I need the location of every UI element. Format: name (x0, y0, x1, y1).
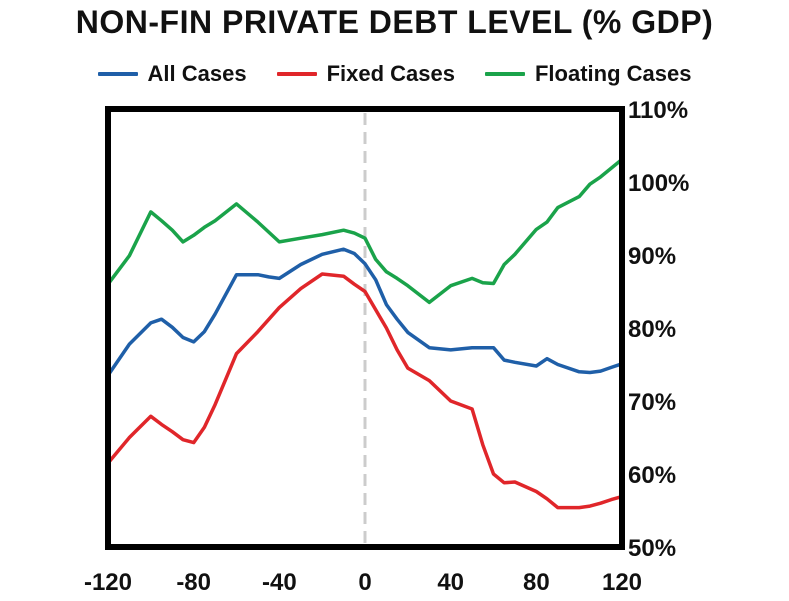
y-tick-label: 100% (628, 170, 689, 197)
x-tick-label: -80 (176, 569, 211, 596)
legend-item-floating-cases: Floating Cases (484, 61, 692, 87)
x-tick-label: -40 (262, 569, 297, 596)
legend-label-fixed-cases: Fixed Cases (326, 61, 455, 86)
legend-label-floating-cases: Floating Cases (534, 61, 692, 86)
series-line-fixed-cases (106, 272, 624, 510)
y-tick-label: 60% (628, 462, 676, 489)
series-line-floating-cases (106, 157, 624, 305)
y-tick-label: 50% (628, 535, 676, 562)
legend-swatch-floating-cases (484, 72, 525, 76)
x-tick-label: -120 (84, 569, 132, 596)
y-tick-label: 80% (628, 316, 676, 343)
legend-item-all-cases: All Cases (97, 61, 247, 87)
legend-swatch-fixed-cases (276, 72, 317, 76)
x-tick-label: 80 (523, 569, 550, 596)
x-tick-label: 120 (602, 569, 642, 596)
legend: All Cases Fixed Cases Floating Cases (0, 60, 789, 88)
x-tick-label: 0 (358, 569, 371, 596)
y-tick-label: 70% (628, 389, 676, 416)
chart-title: NON-FIN PRIVATE DEBT LEVEL (% GDP) (75, 4, 714, 40)
y-tick-label: 110% (628, 97, 688, 124)
y-tick-label: 90% (628, 243, 676, 270)
series-line-all-cases (106, 247, 624, 378)
plot-frame (105, 106, 625, 550)
legend-item-fixed-cases: Fixed Cases (276, 61, 455, 87)
legend-label-all-cases: All Cases (147, 61, 247, 86)
legend-swatch-all-cases (97, 72, 138, 76)
x-tick-label: 40 (437, 569, 464, 596)
